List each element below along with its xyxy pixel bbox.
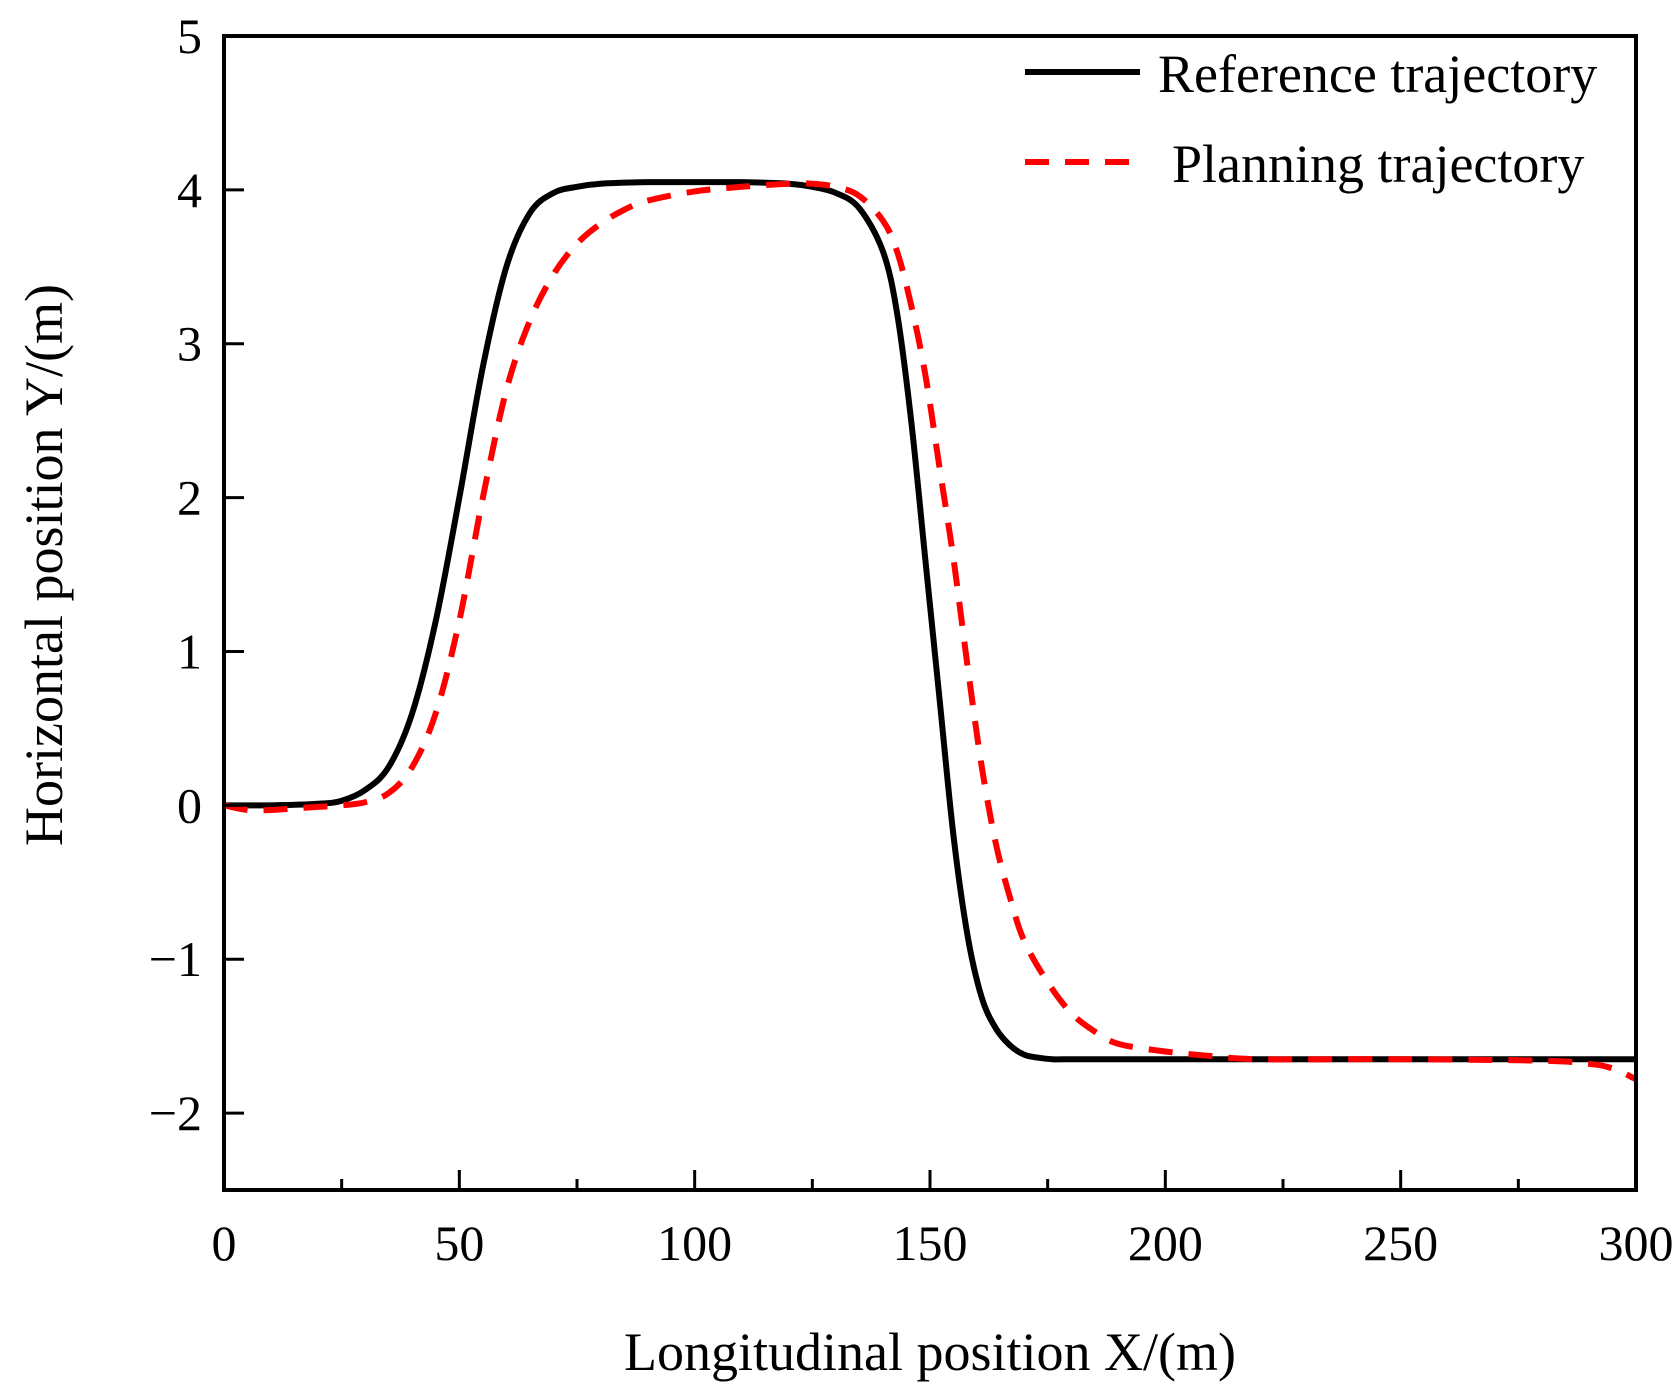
y-tick-label: 5 [177,8,202,64]
y-tick-label: 1 [177,623,202,679]
y-tick-label: −1 [149,931,202,987]
y-tick-label: 0 [177,777,202,833]
x-tick-label: 300 [1599,1215,1674,1271]
x-tick-label: 250 [1363,1215,1438,1271]
y-axis-title: Horizontal position Y/(m) [14,284,74,846]
y-tick-label: 4 [177,162,202,218]
x-tick-label: 200 [1128,1215,1203,1271]
y-tick-label: 3 [177,316,202,372]
series-layer [224,179,1636,1082]
legend-label-planning: Planning trajectory [1172,134,1584,194]
x-tick-label: 50 [434,1215,484,1271]
series-line-planning [224,180,1636,1082]
x-tick-label: 150 [893,1215,968,1271]
x-axis: 0 50 100 150 200 250 300 [212,1170,1674,1271]
x-tick-label: 0 [212,1215,237,1271]
legend: Reference trajectory Planning trajectory [1025,44,1597,194]
x-tick-label: 100 [657,1215,732,1271]
y-tick-label: −2 [149,1085,202,1141]
x-axis-title: Longitudinal position X/(m) [624,1322,1236,1382]
legend-label-reference: Reference trajectory [1158,44,1597,104]
series-line-reference [224,179,1636,1063]
y-tick-label: 2 [177,470,202,526]
y-axis: −2 −1 0 1 2 3 4 5 [149,8,244,1141]
